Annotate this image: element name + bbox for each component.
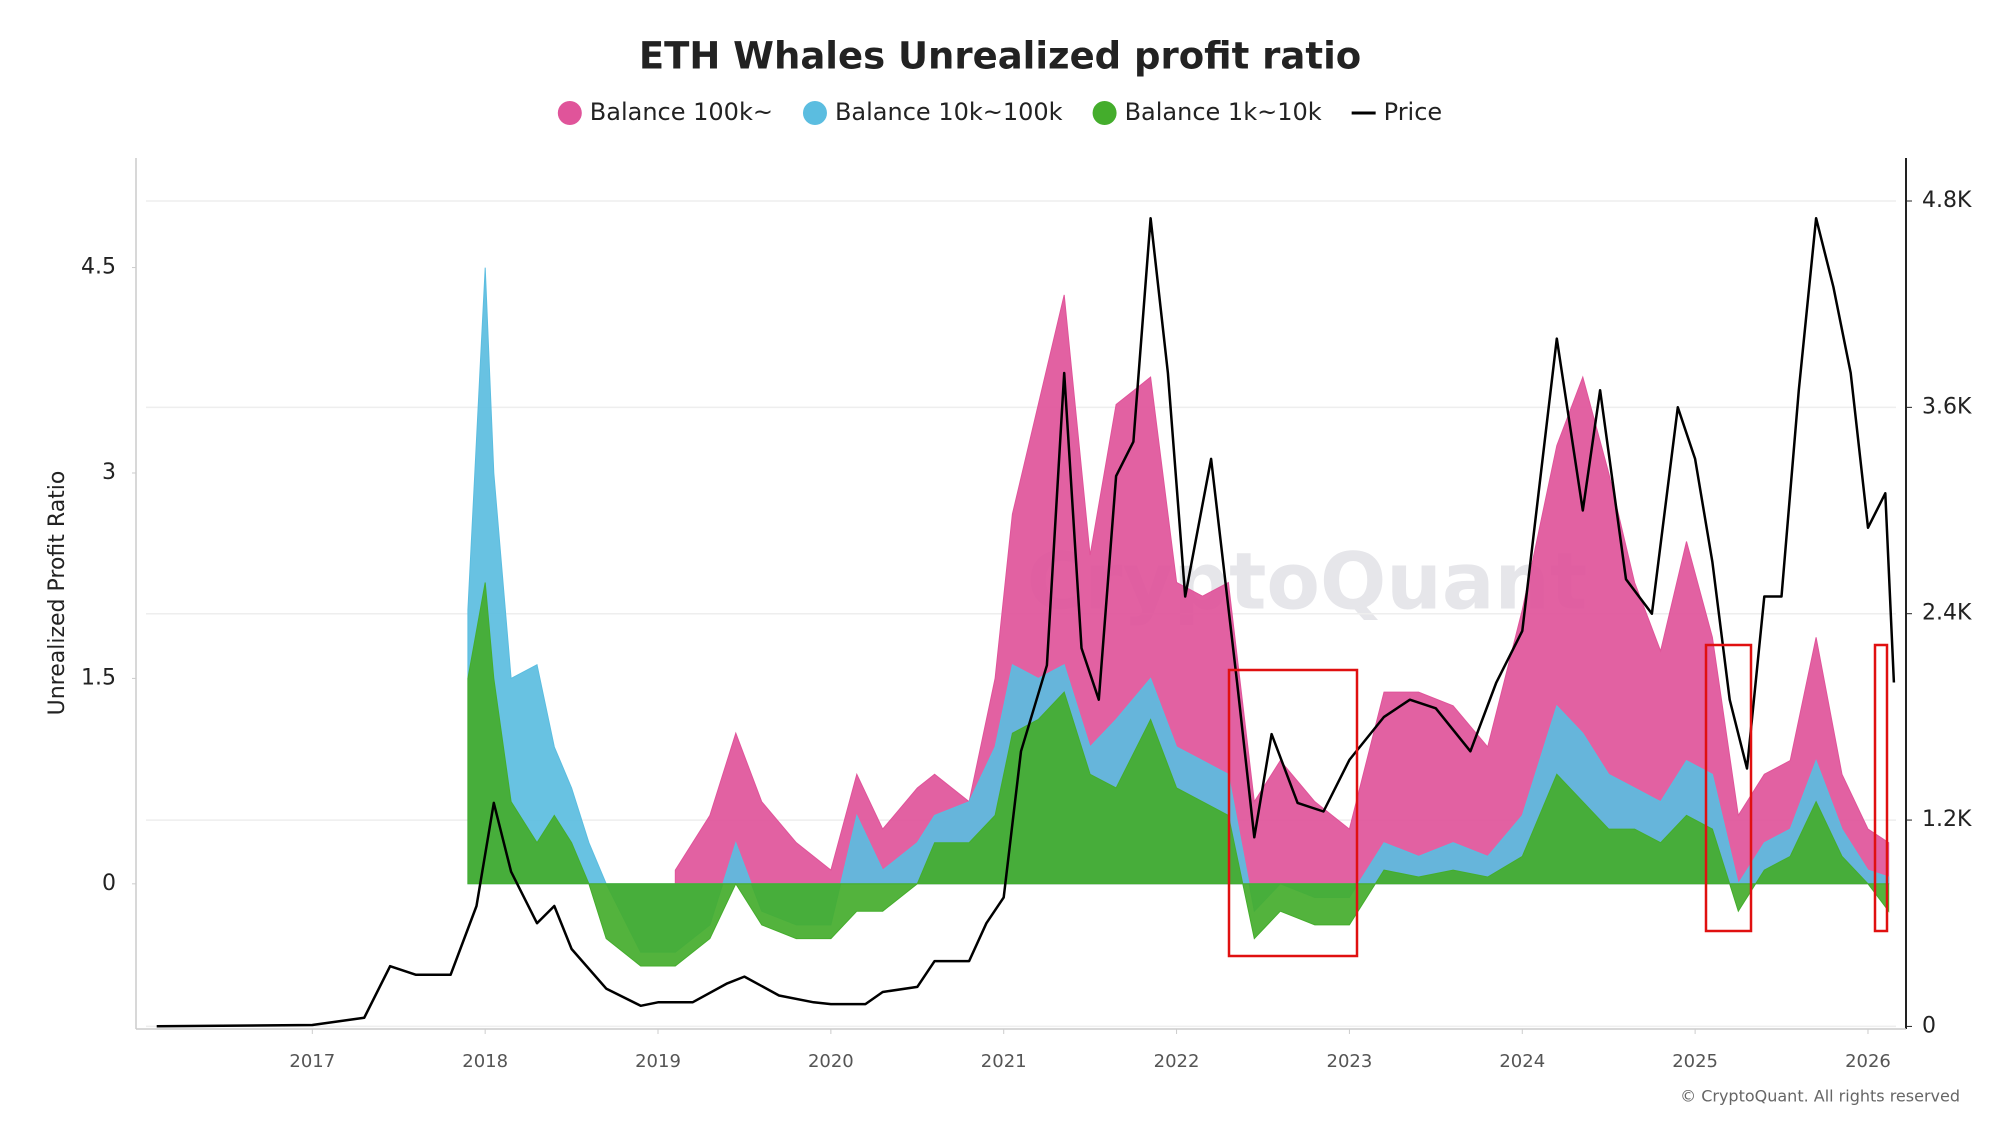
credit: © CryptoQuant. All rights reserved bbox=[1680, 1087, 1960, 1106]
y2-tick-label: 0 bbox=[1922, 1013, 1936, 1038]
x-tick-label: 2019 bbox=[635, 1051, 681, 1072]
plot bbox=[156, 216, 1896, 1028]
legend-swatch bbox=[557, 101, 582, 125]
y-axis-label: Unrealized Profit Ratio bbox=[45, 471, 70, 716]
chart-title: ETH Whales Unrealized profit ratio bbox=[639, 35, 1361, 78]
legend-label: Balance 1k~10k bbox=[1125, 98, 1322, 126]
y2-tick-label: 3.6K bbox=[1922, 394, 1972, 419]
x-tick-label: 2020 bbox=[808, 1051, 854, 1072]
legend-swatch bbox=[802, 101, 827, 125]
y2-tick-label: 4.8K bbox=[1922, 188, 1972, 213]
x-tick-label: 2022 bbox=[1154, 1051, 1200, 1072]
legend-label: Price bbox=[1384, 98, 1443, 126]
legend-swatch bbox=[1092, 101, 1117, 125]
x-tick-label: 2026 bbox=[1845, 1051, 1891, 1072]
y-tick-label: 3 bbox=[102, 460, 116, 485]
x-tick-label: 2023 bbox=[1327, 1051, 1373, 1072]
x-tick-label: 2025 bbox=[1672, 1051, 1718, 1072]
legend-label: Balance 100k~ bbox=[590, 98, 773, 126]
y2-tick-label: 1.2K bbox=[1922, 807, 1972, 832]
x-tick-label: 2024 bbox=[1499, 1051, 1545, 1072]
ratio-area bbox=[467, 582, 1890, 967]
axes: 0 1.5 3 4.5 0 1.2K 2.4K 3.6K 4.8K 2017 2018 2019 202… bbox=[81, 158, 1972, 1072]
y-tick-label: 1.5 bbox=[81, 665, 116, 690]
y-tick-label: 4.5 bbox=[81, 255, 116, 280]
x-tick-label: 2017 bbox=[289, 1051, 335, 1072]
highlight-boxes bbox=[1227, 643, 1889, 958]
highlight-box bbox=[1704, 643, 1753, 933]
y-tick-label: 0 bbox=[102, 871, 116, 896]
legend-label: Balance 10k~100k bbox=[835, 98, 1063, 126]
highlight-box bbox=[1873, 643, 1889, 933]
x-tick-label: 2021 bbox=[981, 1051, 1027, 1072]
highlight-box bbox=[1227, 668, 1359, 958]
x-tick-label: 2018 bbox=[462, 1051, 508, 1072]
y2-tick-label: 2.4K bbox=[1922, 601, 1972, 626]
legend: Balance 100k~ Balance 10k~100k Balance 1k~… bbox=[557, 98, 1443, 126]
price-line bbox=[156, 216, 1896, 1028]
